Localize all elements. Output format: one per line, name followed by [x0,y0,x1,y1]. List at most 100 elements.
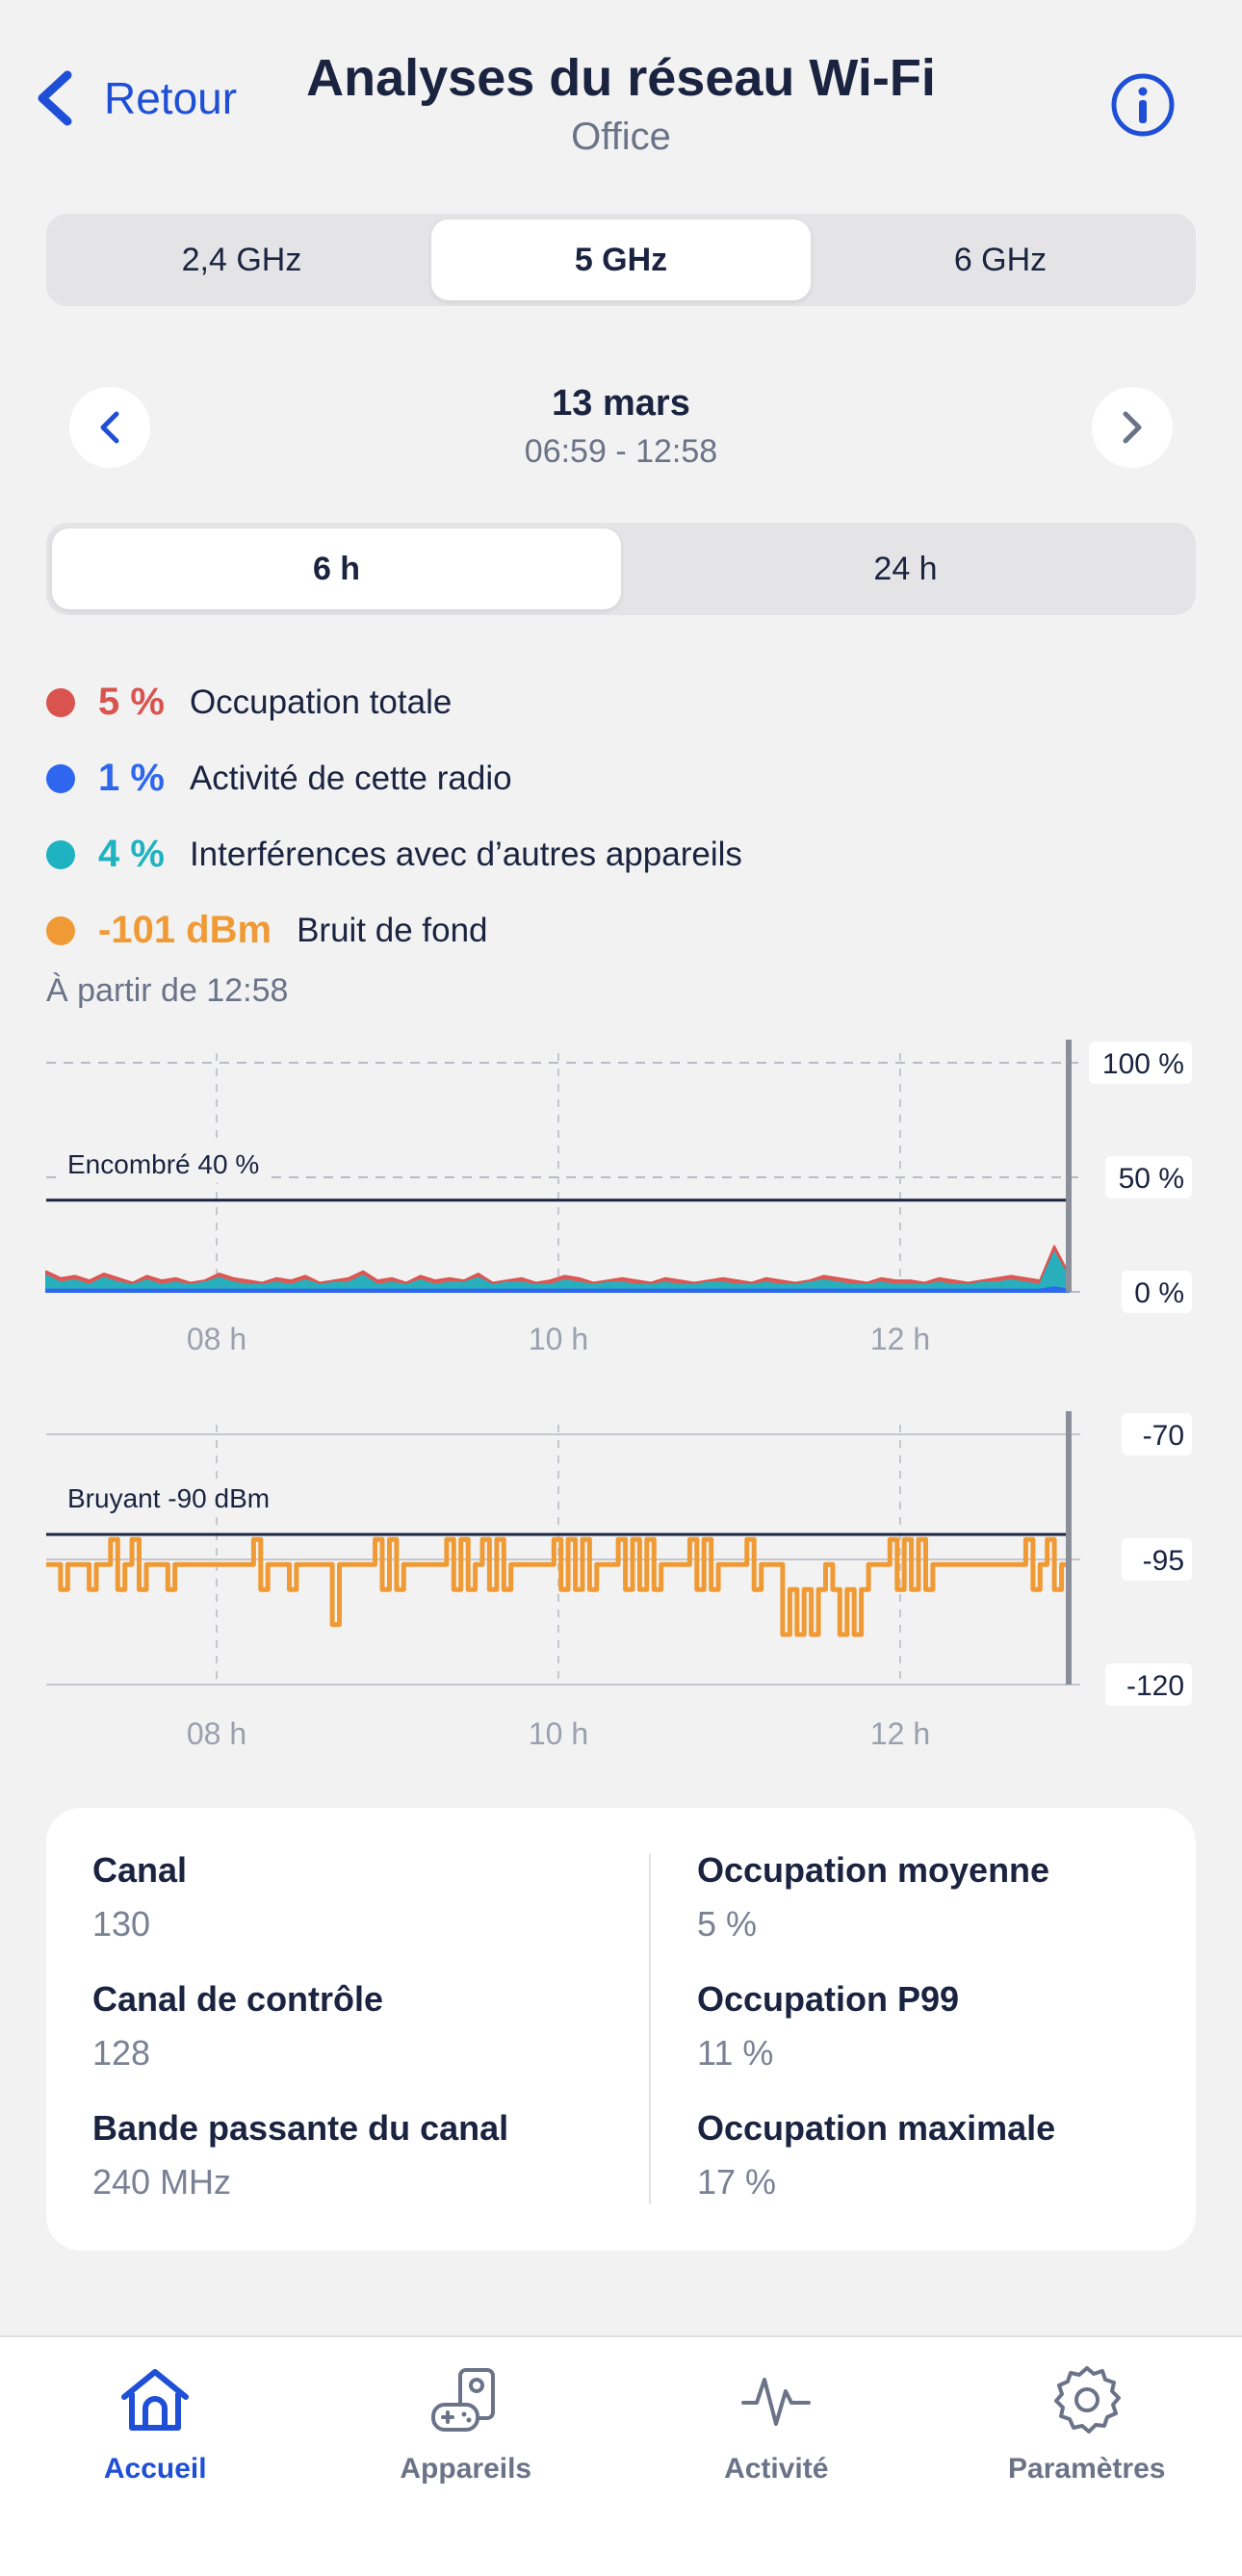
tab-label: Activité [724,2453,829,2485]
series-area [45,1286,1070,1293]
stat-bandwidth: Bande passante du canal 240 MHz [92,2108,508,2237]
tab-label: Paramètres [1008,2453,1166,2485]
chevron-right-icon [1123,411,1142,444]
stat-max-occupation: Occupation maximale 17 % [697,2108,1055,2237]
y-tick-label: 100 % [1102,1048,1184,1080]
noise-chart[interactable]: Bruyant -90 dBm -70 -95 -120 08 h 10 h 12 h [0,1396,1242,1771]
date-label: 13 mars [552,383,690,424]
legend-value: 5 % [98,681,165,723]
stat-value: 128 [92,2033,151,2073]
header: Retour Analyses du réseau Wi-Fi Office [0,0,1242,183]
time-range-label: 06:59 - 12:58 [524,433,718,470]
back-button[interactable]: Retour [35,69,237,127]
legend-value: 4 % [98,833,165,875]
series-area [45,1245,1070,1293]
back-label: Retour [104,73,238,123]
tab-settings[interactable]: Paramètres [932,2337,1242,2576]
channel-info-card: Canal 130 Canal de contrôle 128 Bande pa… [46,1808,1196,2251]
tab-6h[interactable]: 6 h [52,528,621,609]
y-tick-label: 0 % [1134,1277,1184,1309]
noise-chart-svg: Bruyant -90 dBm -70 -95 -120 08 h 10 h 12 h [46,1411,1192,1751]
stat-value: 240 MHz [92,2162,232,2202]
since-label: À partir de 12:58 [46,972,289,1009]
gear-icon [1053,2366,1121,2434]
chevron-left-icon [100,411,119,444]
legend-item-radio: 1 % Activité de cette radio [46,740,742,816]
x-tick-label: 10 h [529,1322,588,1356]
band-selector: 2,4 GHz 5 GHz 6 GHz [46,214,1196,306]
y-tick-label: -70 [1143,1420,1184,1452]
threshold-label: Encombré 40 % [67,1149,259,1179]
y-tick-label: -120 [1126,1670,1184,1702]
stat-p99-occupation: Occupation P99 11 % [697,1979,1055,2108]
occupation-chart[interactable]: Encombré 40 % 100 % 50 % 0 % 08 h 10 h 12 h [0,1030,1242,1377]
stat-key: Occupation maximale [697,2108,1056,2148]
stat-key: Canal de contrôle [92,1979,384,2019]
legend-dot [46,839,75,869]
tab-activity[interactable]: Activité [621,2337,932,2576]
y-tick-label: -95 [1143,1545,1184,1577]
bottom-tab-bar: Accueil Appareils Activité Paramètres [0,2335,1242,2576]
legend-label: Activité de cette radio [189,759,512,797]
legend-value: 1 % [98,757,165,799]
stat-value: 130 [92,1904,151,1944]
stat-value: 11 % [697,2033,774,2073]
y-tick-bg [1105,1663,1192,1706]
stat-key: Canal [92,1850,188,1890]
chevron-left-icon [38,70,72,126]
channel-info-left: Canal 130 Canal de contrôle 128 Bande pa… [92,1850,508,2237]
card-divider [649,1854,651,2204]
info-icon[interactable] [1109,71,1177,139]
x-tick-label: 08 h [187,1716,246,1751]
legend-label: Interférences avec d’autres appareils [189,835,742,873]
stat-channel: Canal 130 [92,1850,508,1979]
tab-24h[interactable]: 24 h [873,550,938,587]
stat-control-channel: Canal de contrôle 128 [92,1979,508,2108]
home-icon [121,2369,190,2431]
stat-key: Occupation P99 [697,1979,960,2019]
tab-6ghz[interactable]: 6 GHz [953,241,1048,278]
legend-item-total: 5 % Occupation totale [46,664,742,740]
previous-date-button[interactable] [69,387,150,468]
channel-info-right: Occupation moyenne 5 % Occupation P99 11… [697,1850,1055,2237]
stat-key: Bande passante du canal [92,2108,509,2148]
y-tick-bg [1089,1042,1192,1084]
devices-icon [430,2368,495,2432]
tab-2-4ghz[interactable]: 2,4 GHz [181,241,302,278]
stat-value: 5 % [697,1904,758,1944]
series-area [45,1251,1070,1293]
tab-label: Accueil [103,2453,207,2485]
legend-value: -101 dBm [98,909,272,951]
y-tick-bg [1122,1538,1192,1581]
activity-icon [741,2378,812,2426]
page-title: Analyses du réseau Wi-Fi [306,49,936,107]
legend-dot [46,687,75,717]
legend-dot [46,763,75,793]
x-tick-label: 12 h [870,1716,930,1751]
stat-value: 17 % [697,2162,777,2202]
series-line [46,1536,1069,1637]
x-tick-label: 10 h [529,1716,588,1751]
threshold-label-bg [58,1144,265,1183]
threshold-label: Bruyant -90 dBm [67,1483,270,1513]
legend-label: Occupation totale [189,683,453,721]
page-subtitle: Office [571,116,671,158]
legend-label: Bruit de fond [297,911,488,949]
y-tick-bg [1105,1156,1192,1198]
tab-label: Appareils [400,2453,532,2485]
occupation-chart-svg: Encombré 40 % 100 % 50 % 0 % 08 h 10 h 12 h [45,1040,1192,1356]
tab-5ghz[interactable]: 5 GHz [431,219,811,300]
legend-dot [46,915,75,945]
range-selector: 6 h 24 h [46,523,1196,615]
y-tick-bg [1122,1413,1192,1455]
next-date-button[interactable] [1092,387,1173,468]
legend-item-interference: 4 % Interférences avec d’autres appareil… [46,816,742,892]
tab-devices[interactable]: Appareils [311,2337,622,2576]
y-tick-label: 50 % [1119,1163,1184,1195]
stat-key: Occupation moyenne [697,1850,1050,1890]
chart-legend: 5 % Occupation totale 1 % Activité de ce… [46,664,742,968]
threshold-label-bg [58,1479,294,1517]
stat-avg-occupation: Occupation moyenne 5 % [697,1850,1055,1979]
x-tick-label: 12 h [870,1322,930,1356]
tab-home[interactable]: Accueil [0,2337,311,2576]
